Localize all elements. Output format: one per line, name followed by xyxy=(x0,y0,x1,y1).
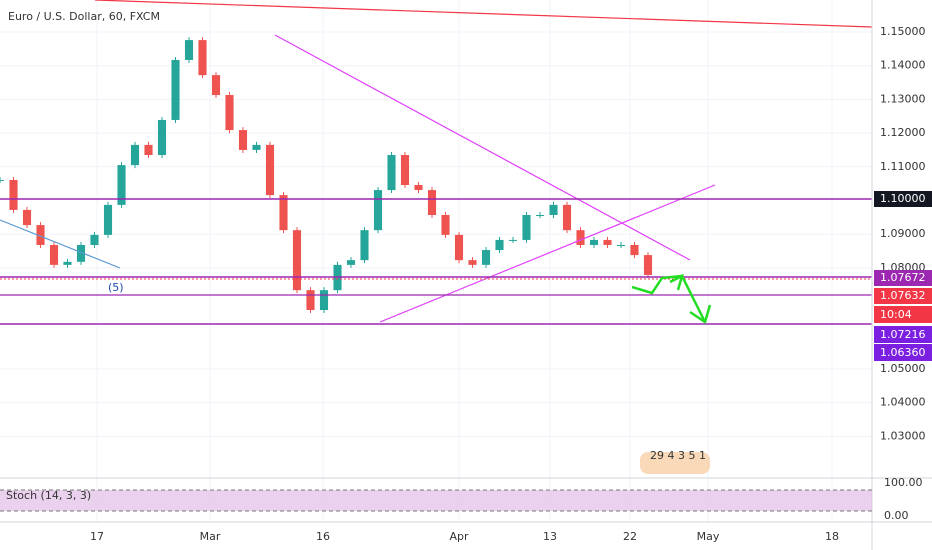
candle xyxy=(184,40,194,60)
candle xyxy=(481,250,491,265)
badge-label: 1.07216 xyxy=(880,328,926,341)
candle xyxy=(549,204,558,215)
arrow-head xyxy=(689,304,712,324)
badge-label: 1.10000 xyxy=(880,192,926,205)
candle xyxy=(346,260,356,265)
trend-line xyxy=(379,184,716,323)
time-label: 18 xyxy=(825,530,839,543)
arrow-head xyxy=(669,273,684,291)
time-label: 17 xyxy=(90,530,104,543)
candle xyxy=(36,225,45,245)
candle xyxy=(616,244,626,246)
candle xyxy=(238,130,248,150)
candle xyxy=(265,144,275,196)
price-tick-label: 1.14000 xyxy=(880,59,926,72)
badge-label: 1.07632 xyxy=(880,289,926,302)
candle xyxy=(319,290,329,311)
price-ticks: 1.15000 1.14000 1.13000 1.12000 1.11000 1.090… xyxy=(0,25,926,442)
candle xyxy=(76,244,86,262)
badge xyxy=(874,326,932,343)
stoch-band xyxy=(0,490,872,511)
stoch-tick: 0.00 xyxy=(884,509,909,522)
candle xyxy=(562,204,572,231)
candle xyxy=(9,179,18,210)
candle xyxy=(589,239,599,245)
candle xyxy=(103,204,113,235)
time-label: 13 xyxy=(543,530,557,543)
badge xyxy=(874,306,932,323)
stoch-tick: 100.00 xyxy=(884,476,923,489)
trend-line xyxy=(0,219,121,269)
candle xyxy=(603,239,612,245)
candle xyxy=(63,261,72,265)
price-tick-label: 1.13000 xyxy=(880,92,926,105)
price-tick-label: 1.11000 xyxy=(880,160,926,173)
badge-label: 1.06360 xyxy=(880,346,926,359)
chart-title: Euro / U.S. Dollar, 60, FXCM xyxy=(8,10,160,23)
candle xyxy=(414,184,423,191)
time-label: May xyxy=(697,530,720,543)
candle xyxy=(130,144,140,166)
candle xyxy=(643,255,653,275)
badge xyxy=(874,288,932,304)
candle xyxy=(198,40,207,76)
price-tick-label: 1.12000 xyxy=(880,126,926,139)
candle xyxy=(630,244,639,256)
time-label: 22 xyxy=(623,530,637,543)
candle xyxy=(144,144,153,156)
stoch-label: Stoch (14, 3, 3) xyxy=(6,489,91,502)
candle xyxy=(360,230,369,261)
candle xyxy=(387,155,396,191)
trend-line xyxy=(94,0,873,28)
candle xyxy=(400,155,410,185)
candle xyxy=(171,59,180,120)
wave-label: (5) xyxy=(108,281,124,294)
candle xyxy=(306,290,315,311)
candle xyxy=(468,260,477,265)
time-label: Mar xyxy=(200,530,221,543)
candle xyxy=(454,234,464,261)
candle xyxy=(252,144,261,150)
candle xyxy=(22,209,32,226)
candle xyxy=(441,214,450,235)
candle xyxy=(211,75,221,96)
time-axis: 17 Mar 16 Apr 13 22 May 18 xyxy=(90,530,839,543)
candle xyxy=(117,165,126,205)
time-label: Apr xyxy=(449,530,469,543)
candle xyxy=(427,190,437,215)
candle xyxy=(292,230,302,291)
price-tick-label: 1.04000 xyxy=(880,396,926,409)
badges: 1.10000 1.07672 1.07632 10:04 1.07216 1.… xyxy=(874,191,932,361)
candle xyxy=(373,190,383,231)
candle xyxy=(535,214,545,216)
badge xyxy=(874,270,932,286)
projection-arrow xyxy=(631,274,707,323)
candle xyxy=(279,195,288,231)
grid xyxy=(96,0,833,522)
price-tick-label: 1.05000 xyxy=(880,362,926,375)
trend-line xyxy=(274,34,691,261)
events-badge xyxy=(640,452,710,474)
candle xyxy=(225,95,234,131)
badge-label: 1.07672 xyxy=(880,271,926,284)
price-tick-label: 1.09000 xyxy=(880,227,926,240)
price-tick-label: 1.15000 xyxy=(880,25,926,38)
candle xyxy=(90,234,99,245)
candle xyxy=(495,239,504,251)
time-label: 16 xyxy=(316,530,330,543)
candle xyxy=(0,179,5,181)
badge xyxy=(874,344,932,361)
candle xyxy=(157,119,167,156)
events-label: 29 4 3 5 1 xyxy=(650,449,706,462)
candle xyxy=(576,230,585,245)
candle xyxy=(508,239,518,241)
candle xyxy=(49,244,59,265)
badge xyxy=(874,191,932,207)
price-tick-label: 1.03000 xyxy=(880,429,926,442)
countdown: 10:04 xyxy=(880,308,912,321)
candle xyxy=(522,214,531,240)
